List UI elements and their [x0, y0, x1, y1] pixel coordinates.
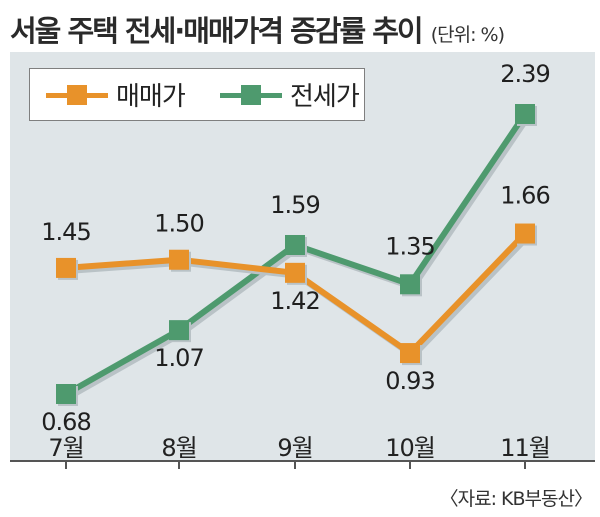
x-axis [10, 460, 595, 469]
legend-swatch-maemae [46, 84, 108, 105]
data-point-jeonse [56, 384, 76, 404]
legend-item-maemae: 매매가 [46, 69, 186, 120]
plot-panel: 0.68 1.07 1.59 1.35 2.39 1.45 1.50 1.42 0.93 1.66… [10, 52, 595, 460]
data-label-maemae: 0.93 [385, 367, 434, 395]
x-tick-label: 11월 [500, 434, 551, 462]
data-point-maemae [285, 262, 305, 283]
x-tick-label: 7월 [48, 434, 84, 462]
legend-marker-maemae [67, 84, 87, 105]
data-label-maemae: 1.45 [41, 218, 90, 246]
data-label-jeonse: 0.68 [41, 408, 90, 436]
source-label: 〈자료: KB부동산〉 [439, 488, 593, 510]
data-point-maemae [515, 223, 535, 244]
legend-item-jeonse: 전세가 [220, 69, 360, 120]
legend-marker-jeonse [241, 84, 261, 105]
data-point-maemae [169, 249, 189, 270]
x-tick-label: 10월 [385, 434, 436, 462]
legend-swatch-jeonse [220, 84, 282, 105]
data-label-maemae: 1.50 [154, 210, 203, 238]
data-point-maemae [56, 257, 76, 278]
data-label-jeonse: 1.07 [154, 344, 203, 372]
data-point-jeonse [285, 234, 305, 255]
chart-canvas: 0.68 1.07 1.59 1.35 2.39 1.45 1.50 1.42 0.93 1.66 [41, 60, 550, 436]
legend-label-maemae: 매매가 [116, 82, 186, 112]
legend-label-jeonse: 전세가 [290, 82, 360, 112]
data-label-maemae: 1.66 [500, 182, 549, 210]
data-label-jeonse: 1.35 [385, 232, 434, 260]
chart-title: 서울 주택 전세·매매가격 증감률 추이 [10, 14, 424, 48]
data-point-jeonse [515, 104, 535, 124]
data-point-jeonse [400, 274, 420, 295]
data-point-maemae [400, 343, 420, 364]
data-label-jeonse: 1.59 [270, 191, 319, 219]
data-point-jeonse [169, 320, 189, 341]
data-label-jeonse: 2.39 [500, 60, 549, 88]
data-label-maemae: 1.42 [270, 287, 319, 315]
unit-label: (단위: %) [430, 24, 505, 46]
x-tick-label: 9월 [277, 434, 313, 462]
title-row: 서울 주택 전세·매매가격 증감률 추이 (단위: %) [10, 8, 595, 48]
legend: 매매가 전세가 [29, 68, 365, 121]
x-tick-label: 8월 [161, 434, 197, 462]
